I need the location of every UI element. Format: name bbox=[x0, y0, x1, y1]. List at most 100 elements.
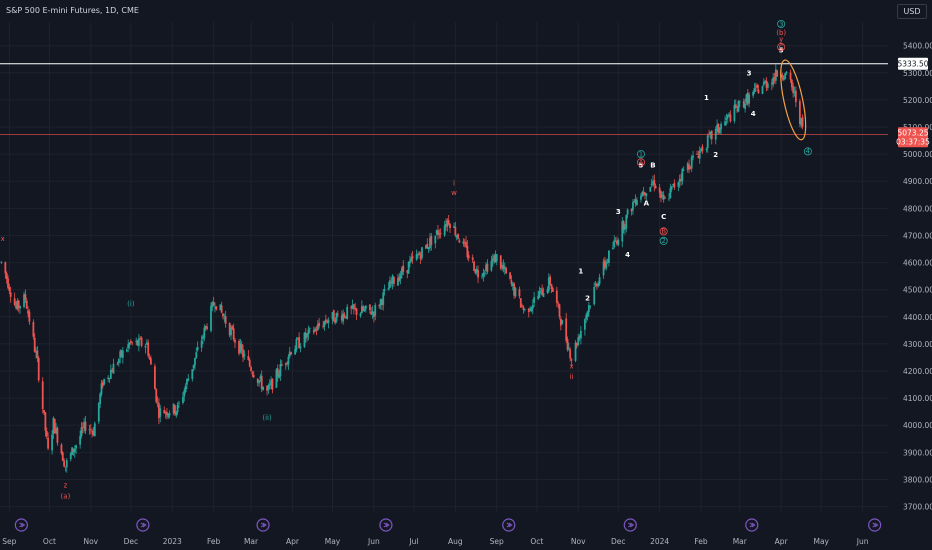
candle bbox=[296, 337, 299, 340]
candle bbox=[546, 286, 549, 295]
candle bbox=[612, 241, 614, 250]
candle bbox=[25, 297, 28, 310]
highlight-ellipse bbox=[780, 59, 807, 141]
candle-body bbox=[463, 242, 466, 244]
x-tick-label: Sep bbox=[2, 537, 16, 546]
x-tick-label: Oct bbox=[530, 537, 543, 546]
candle-body bbox=[340, 315, 343, 321]
candle bbox=[636, 197, 638, 206]
wave-label: C bbox=[661, 213, 666, 221]
candle bbox=[529, 306, 532, 312]
candle bbox=[681, 167, 684, 185]
candle bbox=[664, 196, 666, 199]
candle bbox=[439, 228, 442, 239]
candle bbox=[136, 339, 139, 347]
circled-wave-label: C bbox=[777, 43, 786, 51]
candle-body bbox=[168, 413, 171, 416]
candle-body bbox=[276, 368, 279, 377]
candle-body bbox=[316, 324, 319, 330]
candle bbox=[429, 232, 431, 252]
candle-body bbox=[742, 101, 745, 108]
candle-body bbox=[9, 292, 12, 297]
candle bbox=[92, 426, 95, 437]
candle-body bbox=[474, 269, 477, 274]
candle-body bbox=[406, 270, 409, 273]
candle-body bbox=[575, 343, 578, 346]
candle bbox=[308, 327, 311, 334]
currency-selector[interactable]: USD bbox=[897, 4, 927, 19]
candle-body bbox=[140, 337, 143, 346]
label-circle bbox=[636, 158, 645, 167]
candle-body bbox=[8, 287, 11, 292]
candle-body bbox=[346, 306, 349, 319]
candle bbox=[334, 317, 337, 325]
event-marker-icon[interactable] bbox=[256, 518, 270, 532]
candle bbox=[493, 253, 495, 265]
event-marker-icon[interactable] bbox=[623, 518, 637, 532]
candle bbox=[224, 310, 227, 328]
event-circle bbox=[745, 518, 759, 532]
candle bbox=[64, 466, 67, 472]
candle bbox=[51, 430, 53, 455]
event-marker-icon[interactable] bbox=[868, 518, 882, 532]
candle bbox=[144, 343, 147, 354]
candle-body bbox=[608, 250, 610, 263]
wave-label: y bbox=[779, 36, 783, 44]
candle-body bbox=[79, 436, 82, 445]
candle bbox=[383, 284, 386, 296]
candle-body bbox=[407, 261, 410, 274]
candle-body bbox=[215, 306, 218, 310]
candle bbox=[28, 309, 31, 325]
candle-body bbox=[103, 379, 106, 385]
candle bbox=[35, 347, 37, 359]
candle bbox=[83, 417, 86, 433]
candle bbox=[0, 261, 3, 265]
candle bbox=[411, 250, 414, 264]
candle bbox=[621, 216, 624, 248]
candle bbox=[223, 313, 226, 323]
resistance-price-label: 5333.50 bbox=[897, 60, 928, 69]
event-circle bbox=[502, 518, 516, 532]
candle bbox=[661, 191, 664, 200]
candle-body bbox=[342, 313, 345, 322]
candle bbox=[60, 443, 63, 456]
y-tick-label: 5200.00 bbox=[903, 96, 932, 105]
wave-label: w bbox=[451, 189, 457, 197]
candle bbox=[401, 266, 403, 279]
candle-body bbox=[766, 83, 769, 88]
candle bbox=[89, 424, 92, 434]
candle-body bbox=[286, 362, 288, 364]
candle-body bbox=[754, 86, 757, 88]
wave-label: (a) bbox=[61, 492, 71, 500]
candle bbox=[617, 238, 620, 247]
candle bbox=[550, 283, 553, 293]
candle bbox=[541, 284, 544, 296]
candle-body bbox=[228, 323, 231, 336]
candle bbox=[202, 334, 204, 345]
event-marker-icon[interactable] bbox=[379, 518, 393, 532]
candle-body bbox=[84, 421, 87, 431]
candle bbox=[121, 346, 124, 364]
candle bbox=[764, 79, 767, 84]
candle-body bbox=[529, 309, 532, 311]
candle bbox=[287, 354, 290, 370]
candle bbox=[453, 222, 455, 229]
candle-body bbox=[25, 300, 28, 309]
candle-body bbox=[248, 360, 251, 367]
candle bbox=[521, 303, 524, 308]
event-marker-icon[interactable] bbox=[745, 518, 759, 532]
candle-body bbox=[642, 191, 645, 195]
candle bbox=[784, 72, 787, 80]
candle-body bbox=[439, 232, 442, 234]
candle-body bbox=[167, 413, 170, 418]
candle bbox=[315, 326, 318, 336]
candle-body bbox=[88, 429, 91, 431]
event-marker-icon[interactable] bbox=[502, 518, 516, 532]
event-marker-icon[interactable] bbox=[136, 518, 150, 532]
candle-body bbox=[238, 340, 240, 354]
candle bbox=[147, 339, 150, 358]
event-marker-icon[interactable] bbox=[14, 518, 28, 532]
candle-body bbox=[336, 313, 339, 315]
